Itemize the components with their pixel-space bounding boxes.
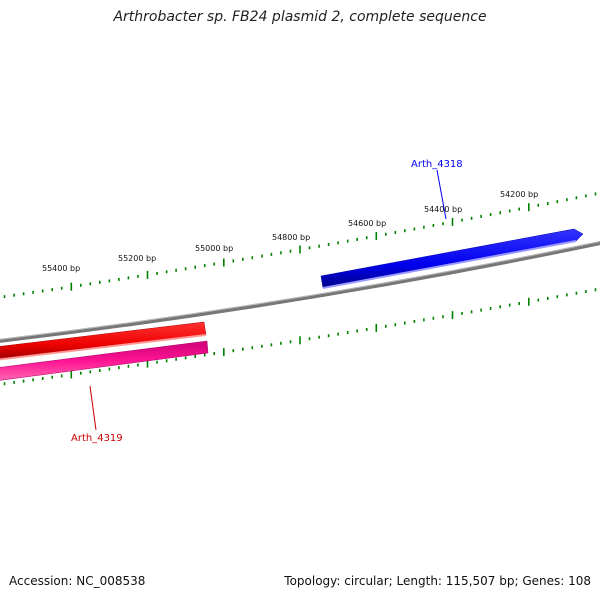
accession-text: Accession: NC_008538 [9,574,146,588]
ruler-label-54400: 54400 bp [424,205,462,214]
gene-arth-4319-label[interactable]: Arth_4319 [71,433,123,444]
gene-arth-4318-shadow [322,240,577,289]
ruler-label-54200: 54200 bp [500,190,538,199]
gene-arth-4319-leader [89,385,97,431]
gene-arth-4318-arrow[interactable] [320,228,584,289]
gene-arth-4319-secondary-bar[interactable] [0,340,209,381]
inner-tick-ruler [3,288,597,386]
ruler-label-55200: 55200 bp [118,254,156,263]
ruler-label-54800: 54800 bp [272,233,310,242]
gene-arth-4318-label[interactable]: Arth_4318 [411,159,463,170]
map-title: Arthrobacter sp. FB24 plasmid 2, complet… [113,9,487,25]
gene-arth-4319-secondary-feature[interactable] [0,340,209,381]
gene-arth-4318-leader [436,169,447,220]
gene-arth-4318-feature[interactable] [320,228,584,289]
sequence-summary-text: Topology: circular; Length: 115,507 bp; … [284,574,591,588]
ruler-label-55400: 55400 bp [42,264,80,273]
ruler-labels: 55400 bp 55200 bp 55000 bp 54800 bp 5460… [42,190,538,273]
ruler-label-54600: 54600 bp [348,219,386,228]
plasmid-backbone-highlight [0,241,600,340]
ruler-label-55000: 55000 bp [195,244,233,253]
gene-arth-4319-bar-shadow [0,334,207,361]
gene-arth-4319-feature[interactable] [0,321,207,361]
plasmid-backbone [0,241,600,343]
outer-tick-ruler [3,192,597,299]
